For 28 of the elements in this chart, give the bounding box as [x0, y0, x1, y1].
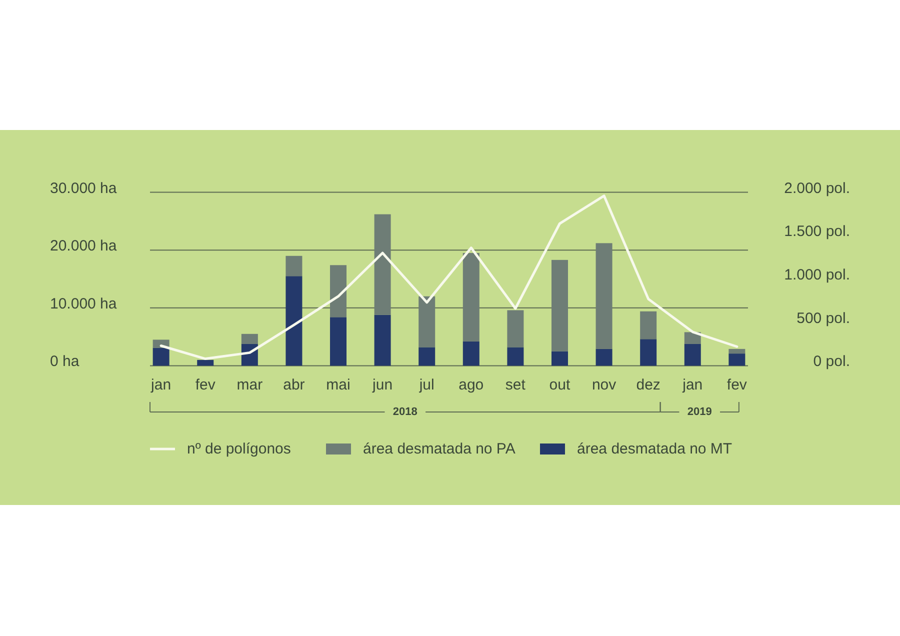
y2-tick-label: 2.000 pol. [784, 180, 850, 197]
x-tick-label: set [505, 376, 526, 394]
x-tick-label: fev [726, 376, 748, 394]
x-tick-label: dez [636, 376, 660, 394]
y2-tick-label: 1.500 pol. [784, 223, 850, 240]
x-tick-label: mai [326, 376, 350, 394]
y-tick-label: 10.000 ha [50, 295, 118, 312]
legend-label: área desmatada no MT [577, 440, 732, 458]
legend-label: nº de polígonos [187, 440, 291, 458]
x-tick-label: jun [372, 376, 393, 394]
x-tick-label: jan [150, 376, 172, 394]
text: 2019 [687, 406, 712, 418]
text: 2018 [392, 406, 418, 418]
x-tick-label: mar [236, 376, 263, 394]
y2-tick-label: 1.000 pol. [784, 266, 850, 284]
y2-tick-label: 0 pol. [813, 353, 850, 370]
y-tick-label: 0 ha [50, 353, 80, 370]
x-tick-label: ago [458, 376, 484, 394]
y-tick-label: 30.000 ha [50, 180, 118, 197]
x-tick-label: nov [592, 376, 617, 394]
y2-tick-label: 500 pol. [796, 310, 850, 327]
x-tick-label: jul [418, 376, 434, 394]
y-tick-label: 20.000 ha [50, 238, 118, 255]
x-tick-label: jan [682, 376, 703, 394]
x-tick-label: fev [195, 376, 216, 394]
legend-label: área desmatada no PA [363, 440, 516, 458]
x-tick-label: abr [283, 376, 305, 394]
x-tick-label: out [549, 376, 571, 394]
